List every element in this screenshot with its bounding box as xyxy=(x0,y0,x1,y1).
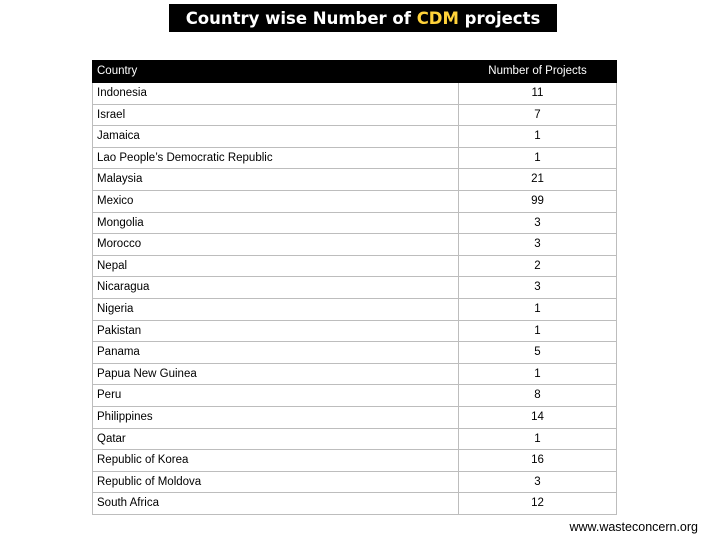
title-text-after: projects xyxy=(458,8,541,28)
table-row: Nicaragua 3 xyxy=(92,276,617,299)
table-row: Panama 5 xyxy=(92,341,617,364)
project-count-cell: 1 xyxy=(458,297,617,321)
table-row: Republic of Moldova 3 xyxy=(92,470,617,494)
column-header-country: Country xyxy=(92,60,459,83)
country-cell: Qatar xyxy=(92,427,459,451)
project-count-cell: 14 xyxy=(458,405,617,429)
country-cell: Morocco xyxy=(92,233,459,256)
table-row: Israel 7 xyxy=(92,103,617,127)
table-row: Qatar 1 xyxy=(92,427,617,451)
table-row: Republic of Korea 16 xyxy=(92,449,617,472)
country-cell: South Africa xyxy=(92,492,459,515)
country-cell: Nicaragua xyxy=(92,276,459,299)
country-cell: Mexico xyxy=(92,189,459,213)
project-count-cell: 3 xyxy=(458,470,617,494)
table-row: Pakistan 1 xyxy=(92,319,617,343)
project-count-cell: 3 xyxy=(458,276,617,299)
column-header-count: Number of Projects xyxy=(458,60,617,83)
table-row: Indonesia 11 xyxy=(92,82,617,105)
country-cell: Peru xyxy=(92,384,459,407)
project-count-cell: 7 xyxy=(458,103,617,127)
country-cell: Republic of Moldova xyxy=(92,470,459,494)
project-count-cell: 21 xyxy=(458,168,617,191)
table-row: Philippines 14 xyxy=(92,405,617,429)
table-row: Mexico 99 xyxy=(92,189,617,213)
table-row: Jamaica 1 xyxy=(92,125,617,148)
country-cell: Papua New Guinea xyxy=(92,362,459,386)
project-count-cell: 2 xyxy=(458,254,617,278)
country-cell: Mongolia xyxy=(92,211,459,235)
table-row: Nigeria 1 xyxy=(92,297,617,321)
project-count-cell: 3 xyxy=(458,233,617,256)
title-text-accent: CDM xyxy=(416,8,459,28)
project-count-cell: 1 xyxy=(458,319,617,343)
table-row: Papua New Guinea 1 xyxy=(92,362,617,386)
project-count-cell: 8 xyxy=(458,384,617,407)
project-count-cell: 1 xyxy=(458,146,617,170)
country-cell: Republic of Korea xyxy=(92,449,459,472)
country-cell: Panama xyxy=(92,341,459,364)
page-title: Country wise Number of CDM projects xyxy=(169,4,557,32)
project-count-cell: 12 xyxy=(458,492,617,515)
table-row: South Africa 12 xyxy=(92,492,617,515)
country-cell: Lao People’s Democratic Republic xyxy=(92,146,459,170)
project-count-cell: 1 xyxy=(458,362,617,386)
country-cell: Nigeria xyxy=(92,297,459,321)
country-cell: Jamaica xyxy=(92,125,459,148)
table-row: Lao People’s Democratic Republic 1 xyxy=(92,146,617,170)
table-row: Malaysia 21 xyxy=(92,168,617,191)
project-count-cell: 3 xyxy=(458,211,617,235)
country-cell: Israel xyxy=(92,103,459,127)
project-count-cell: 1 xyxy=(458,427,617,451)
project-count-cell: 99 xyxy=(458,189,617,213)
country-cell: Malaysia xyxy=(92,168,459,191)
table-body: Indonesia 11 Israel 7 Jamaica 1 Lao People’s D… xyxy=(92,82,617,515)
country-cell: Indonesia xyxy=(92,82,459,105)
project-count-cell: 5 xyxy=(458,341,617,364)
title-text-before: Country wise Number of xyxy=(185,8,417,28)
cdm-projects-table: Country Number of Projects Indonesia 11 Is… xyxy=(92,60,617,515)
project-count-cell: 1 xyxy=(458,125,617,148)
table-row: Mongolia 3 xyxy=(92,211,617,235)
table-header-row: Country Number of Projects xyxy=(92,60,617,83)
project-count-cell: 11 xyxy=(458,82,617,105)
project-count-cell: 16 xyxy=(458,449,617,472)
country-cell: Philippines xyxy=(92,405,459,429)
footer-url: www.wasteconcern.org xyxy=(569,520,698,534)
country-cell: Pakistan xyxy=(92,319,459,343)
table-row: Peru 8 xyxy=(92,384,617,407)
table-row: Morocco 3 xyxy=(92,233,617,256)
country-cell: Nepal xyxy=(92,254,459,278)
table-row: Nepal 2 xyxy=(92,254,617,278)
